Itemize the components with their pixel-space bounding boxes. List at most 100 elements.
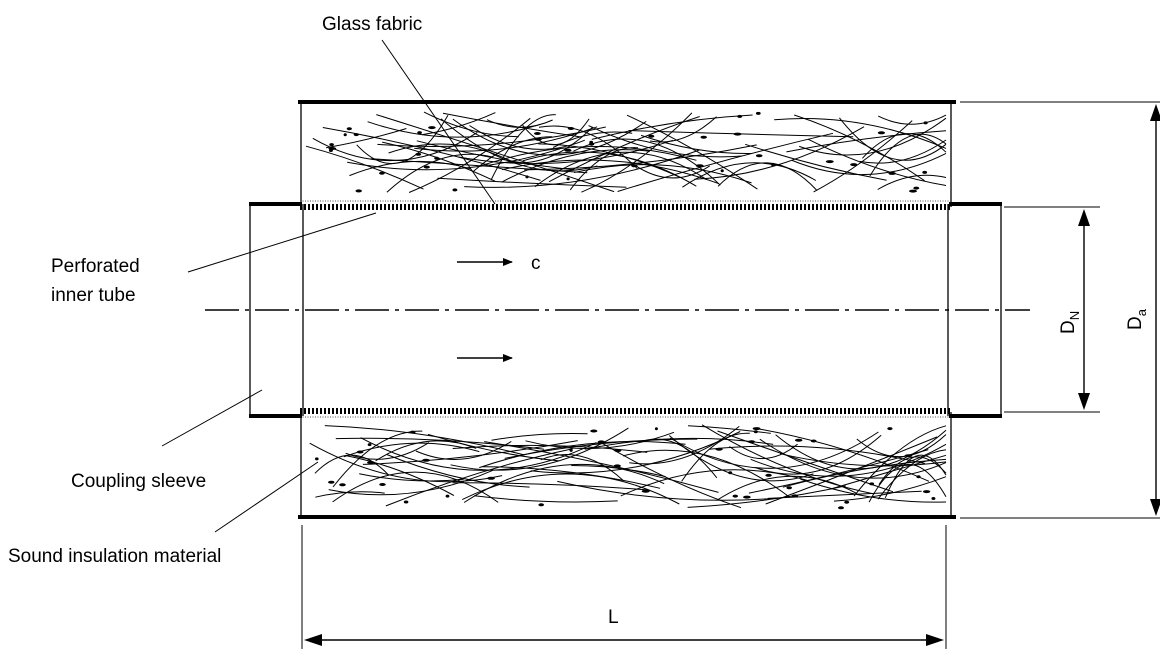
insulation-fiber bbox=[557, 480, 779, 501]
insulation-fiber-knot bbox=[765, 473, 772, 477]
insulation-fiber-knot bbox=[487, 476, 495, 480]
insulation-fiber bbox=[463, 463, 665, 503]
sound-insulation-label: Sound insulation material bbox=[8, 546, 221, 567]
insulation-fiber-knot bbox=[417, 131, 422, 135]
insulation-fiber bbox=[629, 426, 740, 465]
insulation-fiber bbox=[694, 126, 865, 180]
length-label: L bbox=[608, 607, 619, 628]
insulation-fiber-knot bbox=[403, 500, 409, 504]
nominal-diameter-label: DN bbox=[1058, 311, 1082, 334]
insulation-fiber-knot bbox=[869, 482, 875, 486]
insulation-fiber-knot bbox=[786, 486, 792, 490]
insulation-fiber-knot bbox=[328, 480, 335, 484]
insulation-fiber-knot bbox=[567, 127, 575, 130]
insulation-fiber bbox=[540, 454, 624, 482]
insulation-fiber-knot bbox=[931, 497, 936, 500]
insulation-fiber bbox=[640, 438, 718, 479]
outer-casing bbox=[298, 100, 956, 519]
insulation-fiber bbox=[617, 132, 834, 192]
insulation-fiber bbox=[525, 431, 675, 450]
insulation-fiber bbox=[501, 159, 720, 185]
insulation-fiber bbox=[484, 441, 719, 493]
insulation-fiber bbox=[767, 490, 922, 499]
insulation-fiber bbox=[622, 449, 790, 498]
insulation-fiber-knot bbox=[329, 143, 334, 147]
insulation-fiber bbox=[687, 425, 771, 434]
insulation-fiber bbox=[877, 174, 947, 190]
insulation-fiber bbox=[765, 436, 938, 505]
insulation-fiber-knot bbox=[328, 147, 337, 150]
insulation-fiber-knot bbox=[597, 440, 605, 444]
svg-text:DN: DN bbox=[1058, 311, 1082, 334]
insulation-fiber bbox=[620, 469, 808, 497]
insulation-fiber bbox=[701, 424, 875, 495]
insulation-fiber-knot bbox=[695, 164, 704, 168]
perforated-inner-tube bbox=[300, 200, 950, 418]
svg-text:Da: Da bbox=[1125, 308, 1149, 330]
insulation-fiber-knot bbox=[877, 131, 886, 135]
insulation-fiber-knot bbox=[356, 450, 364, 454]
insulation-fiber bbox=[416, 140, 577, 171]
insulation-fiber bbox=[458, 139, 674, 165]
insulation-fiber-knot bbox=[654, 427, 658, 431]
insulation-fiber bbox=[632, 163, 710, 179]
insulation-fiber bbox=[588, 125, 743, 158]
insulation-fiber-knot bbox=[613, 464, 621, 468]
insulation-fiber bbox=[482, 466, 661, 489]
insulation-fiber-knot bbox=[379, 171, 385, 175]
insulation-fiber bbox=[367, 121, 541, 138]
insulation-fiber bbox=[745, 143, 887, 181]
insulation-fiber-knot bbox=[569, 448, 573, 452]
insulation-fiber-knot bbox=[737, 114, 743, 118]
insulation-fiber-knot bbox=[367, 461, 375, 465]
insulation-fiber bbox=[791, 152, 947, 176]
insulation-fiber bbox=[382, 141, 496, 182]
insulation-fiber-knot bbox=[422, 458, 430, 462]
insulation-fiber-knot bbox=[913, 186, 920, 190]
insulation-fiber-knot bbox=[315, 457, 319, 461]
insulation-fiber bbox=[359, 473, 464, 482]
insulation-fiber-knot bbox=[752, 427, 761, 431]
insulation-fiber-knot bbox=[339, 483, 346, 487]
insulation-fiber bbox=[859, 139, 947, 164]
insulation-fiber bbox=[376, 114, 615, 193]
insulation-fiber bbox=[437, 177, 627, 188]
insulation-fiber bbox=[877, 449, 947, 500]
insulation-fiber bbox=[833, 476, 947, 502]
insulation-fiber-knot bbox=[753, 430, 758, 434]
insulation-fiber bbox=[552, 131, 633, 148]
insulation-fiber bbox=[538, 125, 638, 170]
outer-diameter-dimension bbox=[960, 101, 1160, 519]
insulation-fiber-knot bbox=[590, 429, 598, 433]
insulation-fiber-knot bbox=[850, 163, 858, 167]
flow-velocity-label: c bbox=[531, 253, 541, 274]
insulation-fiber bbox=[332, 471, 499, 503]
insulation-fiber-knot bbox=[564, 148, 572, 152]
insulation-fiber-knot bbox=[353, 133, 359, 137]
insulation-fiber bbox=[347, 148, 561, 171]
insulation-fiber-knot bbox=[838, 506, 844, 510]
insulation-fiber bbox=[349, 160, 471, 177]
insulation-fiber bbox=[474, 495, 618, 503]
insulation-fiber bbox=[524, 144, 757, 171]
insulation-fiber bbox=[328, 469, 494, 496]
insulation-fiber bbox=[807, 138, 947, 186]
insulation-fiber bbox=[386, 454, 530, 488]
flow-arrows bbox=[457, 258, 513, 362]
insulation-fiber bbox=[423, 111, 519, 138]
insulation-fiber-knot bbox=[755, 111, 761, 115]
insulation-fiber-knot bbox=[733, 132, 742, 136]
insulation-fiber-knot bbox=[755, 154, 763, 158]
insulation-fiber-knot bbox=[535, 137, 542, 141]
insulation-fiber bbox=[878, 456, 947, 485]
nominal-diameter-dimension bbox=[1004, 206, 1100, 413]
insulation-fiber bbox=[491, 433, 588, 441]
insulation-fiber bbox=[360, 437, 597, 471]
insulation-fiber-knot bbox=[367, 443, 372, 447]
insulation-fiber bbox=[508, 126, 594, 164]
insulation-fiber bbox=[573, 164, 752, 184]
insulation-fiber bbox=[385, 448, 573, 507]
insulation-fiber bbox=[759, 438, 947, 479]
insulation-fiber bbox=[452, 118, 647, 156]
insulation-fiber bbox=[530, 431, 741, 474]
